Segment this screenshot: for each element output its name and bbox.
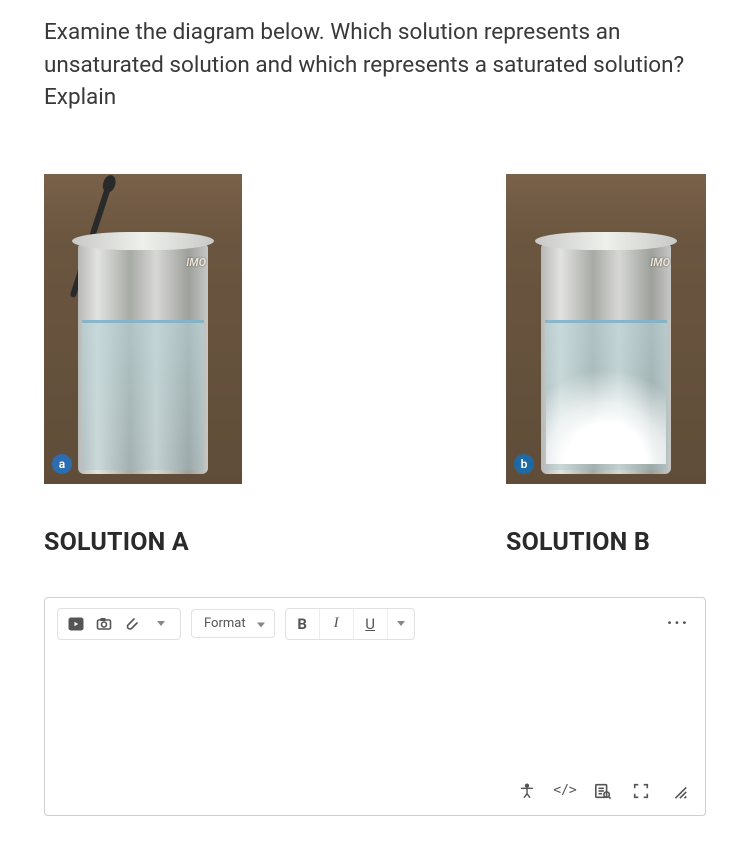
solution-b-label: SOLUTION B — [506, 528, 650, 557]
insert-group — [57, 608, 181, 640]
play-media-button[interactable] — [64, 613, 88, 635]
editor-toolbar: Format B I U ··· — [45, 598, 705, 651]
image-badge-b: b — [514, 454, 534, 474]
bold-button[interactable]: B — [286, 609, 320, 639]
format-label: Format — [204, 616, 246, 631]
more-options-button[interactable]: ··· — [663, 609, 693, 639]
editor-footer: </> — [45, 771, 705, 815]
beaker-water — [545, 320, 667, 470]
accessibility-button[interactable] — [517, 781, 537, 801]
insert-dropdown[interactable] — [148, 613, 174, 635]
text-style-group: B I U — [285, 608, 415, 640]
underline-button[interactable]: U — [354, 609, 388, 639]
attachment-button[interactable] — [120, 613, 144, 635]
beaker-glass — [78, 244, 208, 474]
code-icon: </> — [553, 783, 576, 798]
beaker-image-b: IMO b — [506, 174, 706, 484]
solution-a-label: SOLUTION A — [44, 528, 189, 557]
preview-button[interactable] — [593, 781, 613, 801]
camera-button[interactable] — [92, 613, 116, 635]
image-column-b: IMO b SOLUTION B — [506, 174, 706, 557]
html-view-button[interactable]: </> — [555, 781, 575, 801]
beaker-brand-label: IMO — [650, 256, 670, 269]
resize-handle[interactable] — [669, 781, 689, 801]
image-badge-a: a — [52, 454, 72, 474]
images-row: IMO a SOLUTION A IMO b SOLUTION B — [44, 174, 706, 557]
style-dropdown[interactable] — [388, 609, 414, 639]
italic-button[interactable]: I — [320, 609, 354, 639]
answer-textarea[interactable] — [45, 651, 705, 771]
image-column-a: IMO a SOLUTION A — [44, 174, 242, 557]
rich-text-editor: Format B I U ··· </> — [44, 597, 706, 816]
beaker-water — [82, 320, 204, 470]
beaker-glass — [541, 244, 671, 474]
fullscreen-button[interactable] — [631, 781, 651, 801]
format-dropdown[interactable]: Format — [191, 609, 275, 638]
question-text: Examine the diagram below. Which solutio… — [44, 16, 706, 114]
beaker-image-a: IMO a — [44, 174, 242, 484]
beaker-brand-label: IMO — [186, 256, 206, 269]
